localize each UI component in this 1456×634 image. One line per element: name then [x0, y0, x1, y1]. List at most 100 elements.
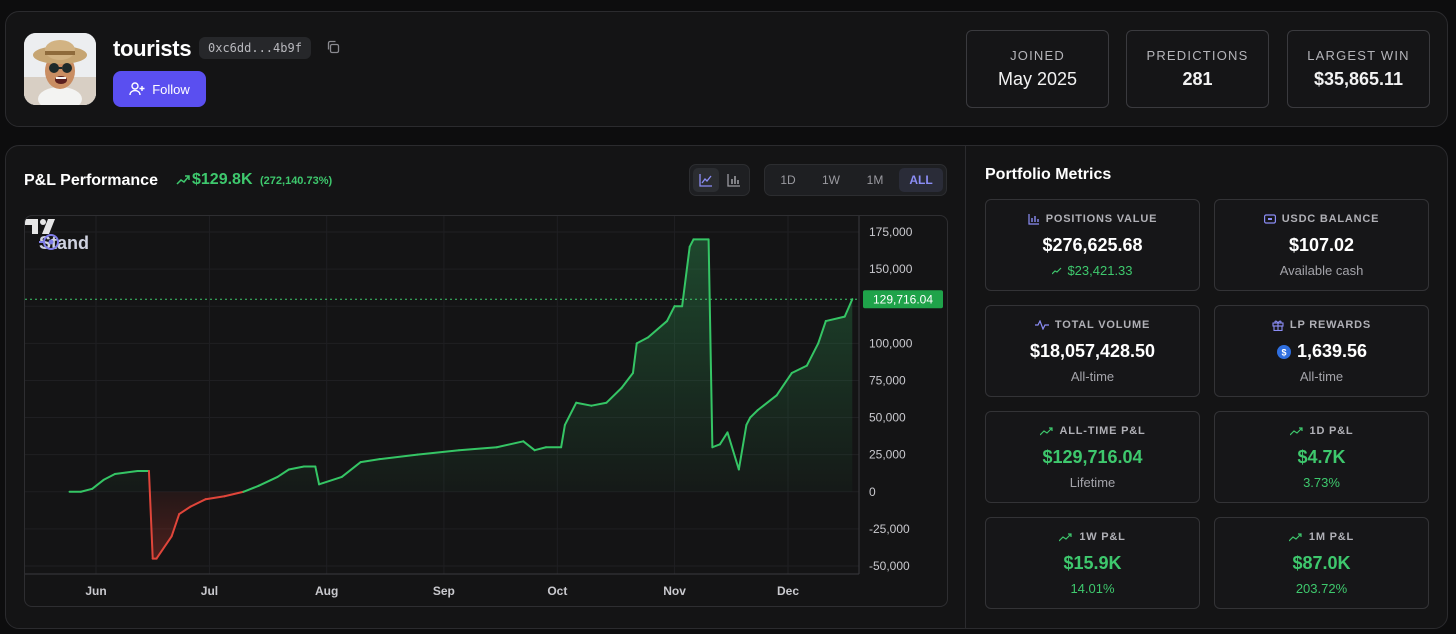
metric-label: ALL-TIME P&L — [986, 425, 1199, 437]
metric-label: 1M P&L — [1215, 531, 1428, 543]
negative-area — [149, 491, 244, 559]
metric-label-text: 1W P&L — [1079, 531, 1126, 543]
pnl-line-positive — [257, 475, 279, 487]
metric-value: $15.9K — [1063, 553, 1122, 573]
range-selector: 1D 1W 1M ALL — [764, 164, 947, 196]
line-chart-button[interactable] — [693, 168, 719, 192]
metric-value: $18,057,428.50 — [1029, 341, 1156, 361]
pnl-line-positive — [688, 238, 695, 248]
pnl-line-positive — [665, 305, 676, 323]
x-tick-label: Jun — [85, 584, 106, 598]
last-value-label: 129,716.04 — [873, 293, 933, 307]
x-tick-label: Oct — [547, 584, 567, 598]
y-tick-label: 100,000 — [869, 336, 913, 350]
metrics-title: Portfolio Metrics — [985, 166, 1112, 183]
avatar-image — [24, 33, 96, 105]
stat-predictions: PREDICTIONS 281 — [1126, 30, 1269, 108]
metric-label: POSITIONS VALUE — [986, 213, 1199, 225]
copy-icon[interactable] — [326, 40, 340, 54]
pnl-line-positive — [522, 440, 536, 452]
y-tick-label: 50,000 — [869, 411, 906, 425]
pnl-line-positive — [495, 440, 525, 449]
metric-1d-pnl: 1D P&L $4.7K 3.73% — [1214, 411, 1429, 503]
metric-label-text: 1M P&L — [1308, 531, 1355, 543]
metric-sub-text: $23,421.33 — [1067, 263, 1133, 278]
metric-total-volume: TOTAL VOLUME $18,057,428.50 All-time — [985, 305, 1200, 397]
pnl-line-positive — [817, 320, 827, 345]
pnl-chart[interactable]: 129,716.04 175,000 150,000 100,000 75,000 50,… — [24, 215, 948, 607]
metric-sub: All-time — [1299, 369, 1344, 384]
pnl-line-positive — [647, 320, 668, 339]
pnl-line-positive — [605, 386, 623, 404]
y-tick-label: -25,000 — [869, 522, 910, 536]
range-1d[interactable]: 1D — [780, 173, 796, 187]
pnl-line-positive — [745, 416, 752, 426]
pnl-line-positive — [458, 446, 498, 452]
usdc-coin-icon: $ — [1276, 344, 1291, 359]
bar-chart-icon — [727, 174, 740, 187]
y-tick-label: 150,000 — [869, 262, 913, 276]
pnl-line-positive — [635, 336, 650, 345]
last-value-badge — [863, 290, 943, 309]
range-1m[interactable]: 1M — [866, 173, 884, 187]
chart-type-toggle — [689, 164, 750, 196]
metric-sub: All-time — [1070, 369, 1115, 384]
metric-value: $276,625.68 — [1042, 235, 1143, 255]
stat-label: LARGEST WIN — [1307, 48, 1410, 63]
pnl-line-positive — [843, 298, 854, 318]
username: tourists — [113, 36, 192, 61]
pnl-line-negative — [170, 513, 181, 538]
stand-logo-icon — [39, 234, 59, 250]
stat-label: JOINED — [1010, 48, 1065, 63]
wallet-address: 0xc6dd...4b9f — [199, 37, 311, 59]
pnl-line-positive — [756, 394, 778, 412]
pnl-line-positive — [533, 446, 547, 452]
follow-button[interactable]: Follow — [113, 71, 206, 107]
metric-usdc-balance: USDC BALANCE $107.02 Available cash — [1214, 199, 1429, 291]
gift-icon — [1272, 320, 1284, 331]
pnl-line-negative — [178, 505, 192, 516]
metric-1m-pnl: 1M P&L $87.0K 203.72% — [1214, 517, 1429, 609]
metric-label-text: 1D P&L — [1309, 425, 1354, 437]
metric-label: USDC BALANCE — [1215, 213, 1428, 225]
vertical-divider — [965, 146, 966, 628]
trending-up-icon — [1039, 427, 1053, 436]
pnl-line-positive — [590, 401, 608, 407]
metric-label: TOTAL VOLUME — [986, 319, 1199, 331]
pnl-line-positive — [91, 478, 105, 490]
follow-label: Follow — [152, 81, 190, 97]
pnl-line-negative — [204, 495, 226, 501]
pnl-line-positive — [113, 471, 128, 475]
y-tick-label: 25,000 — [869, 448, 906, 462]
range-1w[interactable]: 1W — [822, 173, 840, 187]
metric-sub: Available cash — [1279, 263, 1364, 278]
x-tick-label: Jul — [201, 584, 218, 598]
x-tick-label: Dec — [777, 584, 799, 598]
pnl-line-positive — [681, 245, 691, 308]
pnl-line-positive — [102, 472, 116, 481]
metric-label: 1D P&L — [1215, 425, 1428, 437]
pnl-value: $129.8K — [192, 171, 253, 188]
metric-sub: 14.01% — [1070, 581, 1115, 596]
metric-sub: 3.73% — [1303, 475, 1340, 490]
stat-value: 281 — [1182, 69, 1213, 89]
trending-up-icon — [1289, 427, 1303, 436]
bar-chart-button[interactable] — [721, 168, 747, 192]
trending-up-icon — [1052, 267, 1062, 274]
avatar[interactable] — [24, 33, 96, 105]
y-tick-label: 0 — [869, 485, 876, 499]
stat-value: $35,865.11 — [1313, 69, 1404, 89]
range-all[interactable]: ALL — [899, 168, 943, 192]
stat-value: May 2025 — [997, 69, 1078, 89]
pnl-line-positive — [318, 475, 343, 486]
line-chart-icon — [699, 174, 712, 187]
pnl-percent: (272,140.73%) — [260, 175, 333, 187]
pnl-line-positive — [79, 487, 94, 493]
pnl-line-positive — [560, 423, 566, 449]
pnl-line-positive — [125, 469, 139, 474]
metric-sub: $23,421.33 — [986, 263, 1199, 278]
pnl-line-positive — [775, 372, 793, 397]
tradingview-logo-icon[interactable] — [25, 216, 61, 236]
pnl-line-positive — [575, 401, 593, 407]
profile-card: tourists 0xc6dd...4b9f Follow JOINED May… — [5, 11, 1448, 127]
